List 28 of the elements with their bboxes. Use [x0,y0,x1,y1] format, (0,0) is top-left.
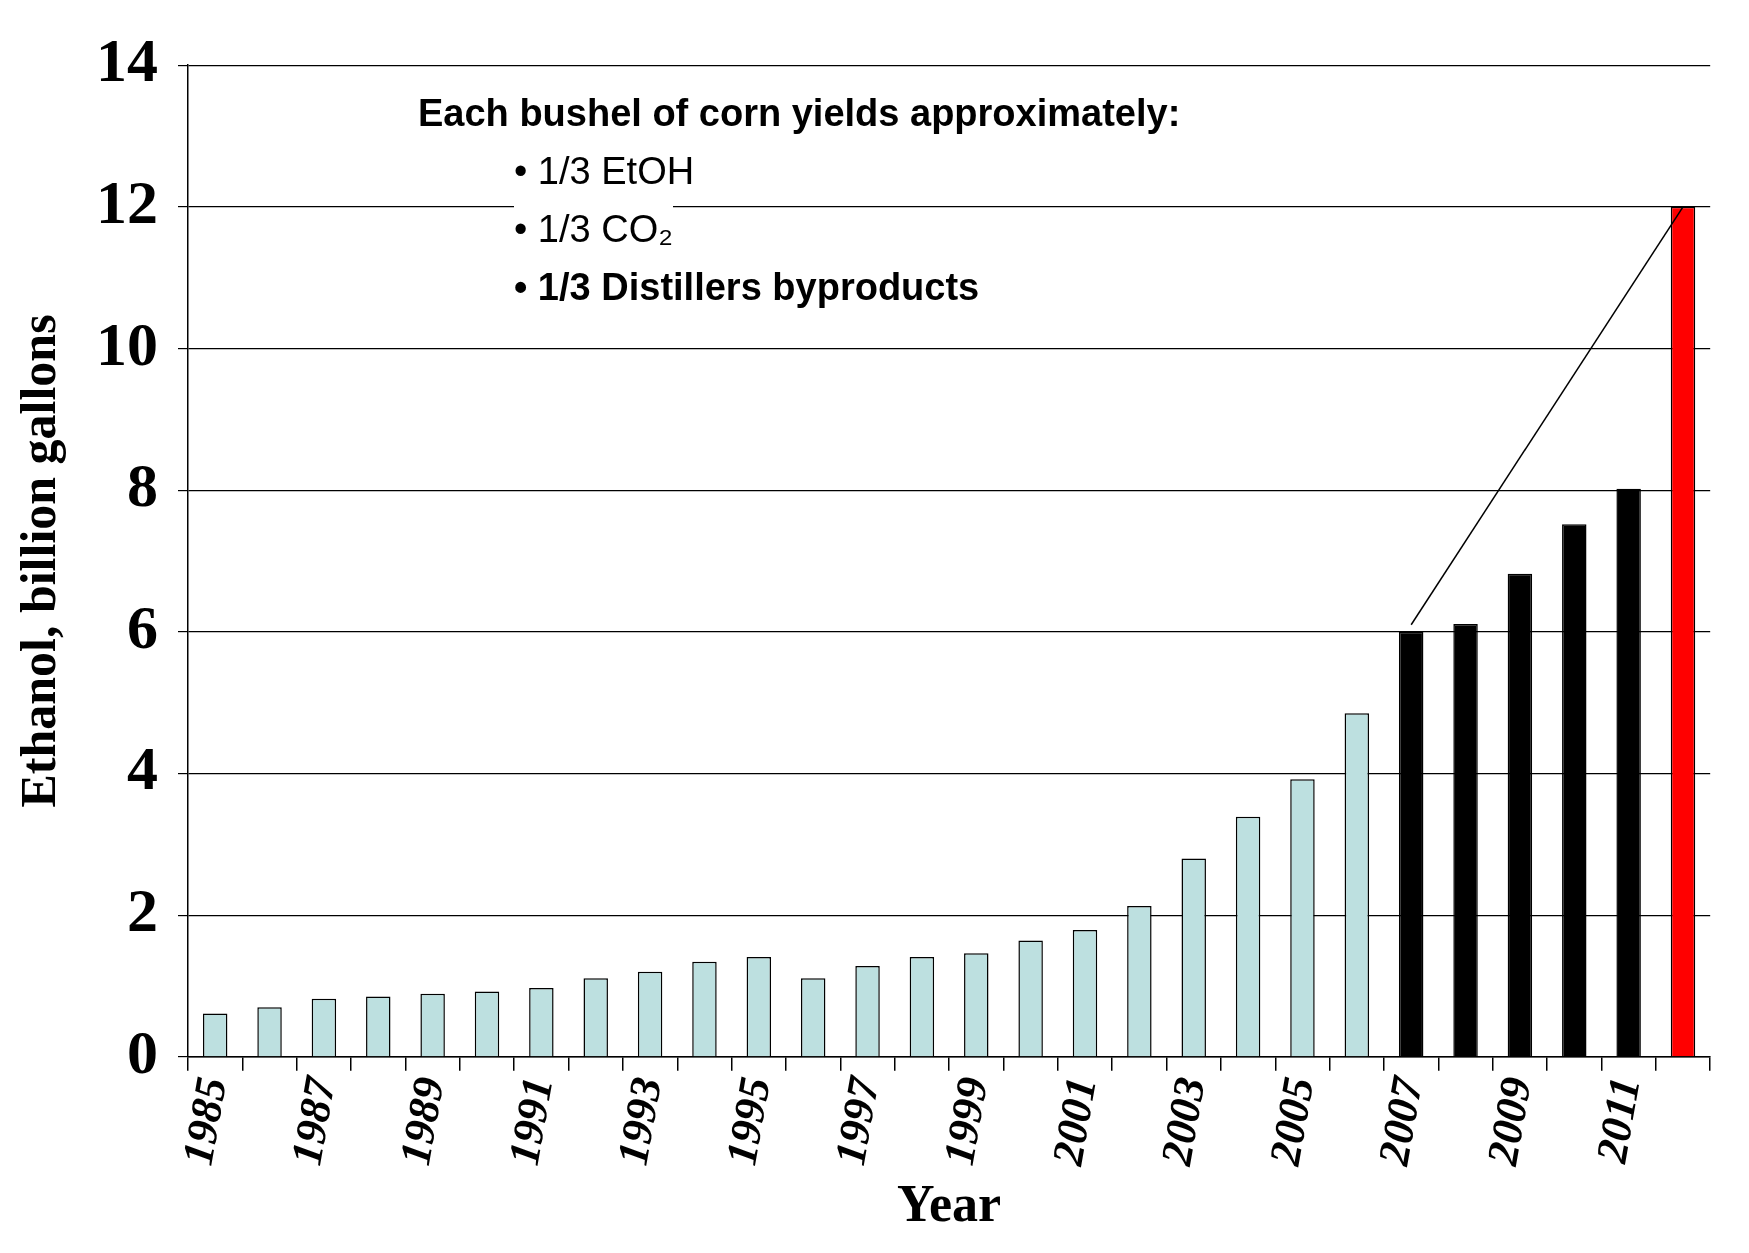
y-tick-label: 4 [127,734,158,803]
annotation: • 1/3 EtOH [514,142,695,200]
y-tick-label: 10 [96,309,158,378]
y-tick-label: 6 [127,592,158,661]
x-tick-label: 1987 [281,1071,346,1169]
annotation: • 1/3 Distillers byproducts [514,258,980,316]
y-tick-label: 14 [96,26,158,95]
y-axis-title: Ethanol, billion gallons [9,314,66,808]
x-tick-label: 1993 [607,1073,672,1169]
y-tick-label: 2 [127,876,158,945]
x-tick-label: 2001 [1042,1073,1107,1170]
x-tick-label: 2009 [1477,1073,1541,1170]
x-tick-label: 2011 [1586,1073,1650,1168]
x-tick-label: 1991 [498,1073,563,1169]
x-tick-label: 1995 [716,1073,780,1169]
x-tick-label: 2003 [1151,1073,1215,1170]
x-tick-label: 2005 [1259,1073,1324,1170]
x-tick-label: 2007 [1368,1071,1433,1170]
x-tick-label: 1999 [933,1073,998,1169]
x-tick-label: 1989 [390,1073,454,1169]
x-tick-label: 1997 [825,1071,889,1169]
y-tick-label: 12 [96,167,158,236]
x-axis-title: Year [897,1175,1002,1233]
annotation: • 1/3 CO₂ [514,200,673,258]
y-tick-label: 8 [127,451,158,520]
y-tick-label: 0 [127,1017,158,1086]
x-tick-label: 1985 [172,1073,237,1169]
annotation: Each bushel of corn yields approximately: [418,84,1181,142]
